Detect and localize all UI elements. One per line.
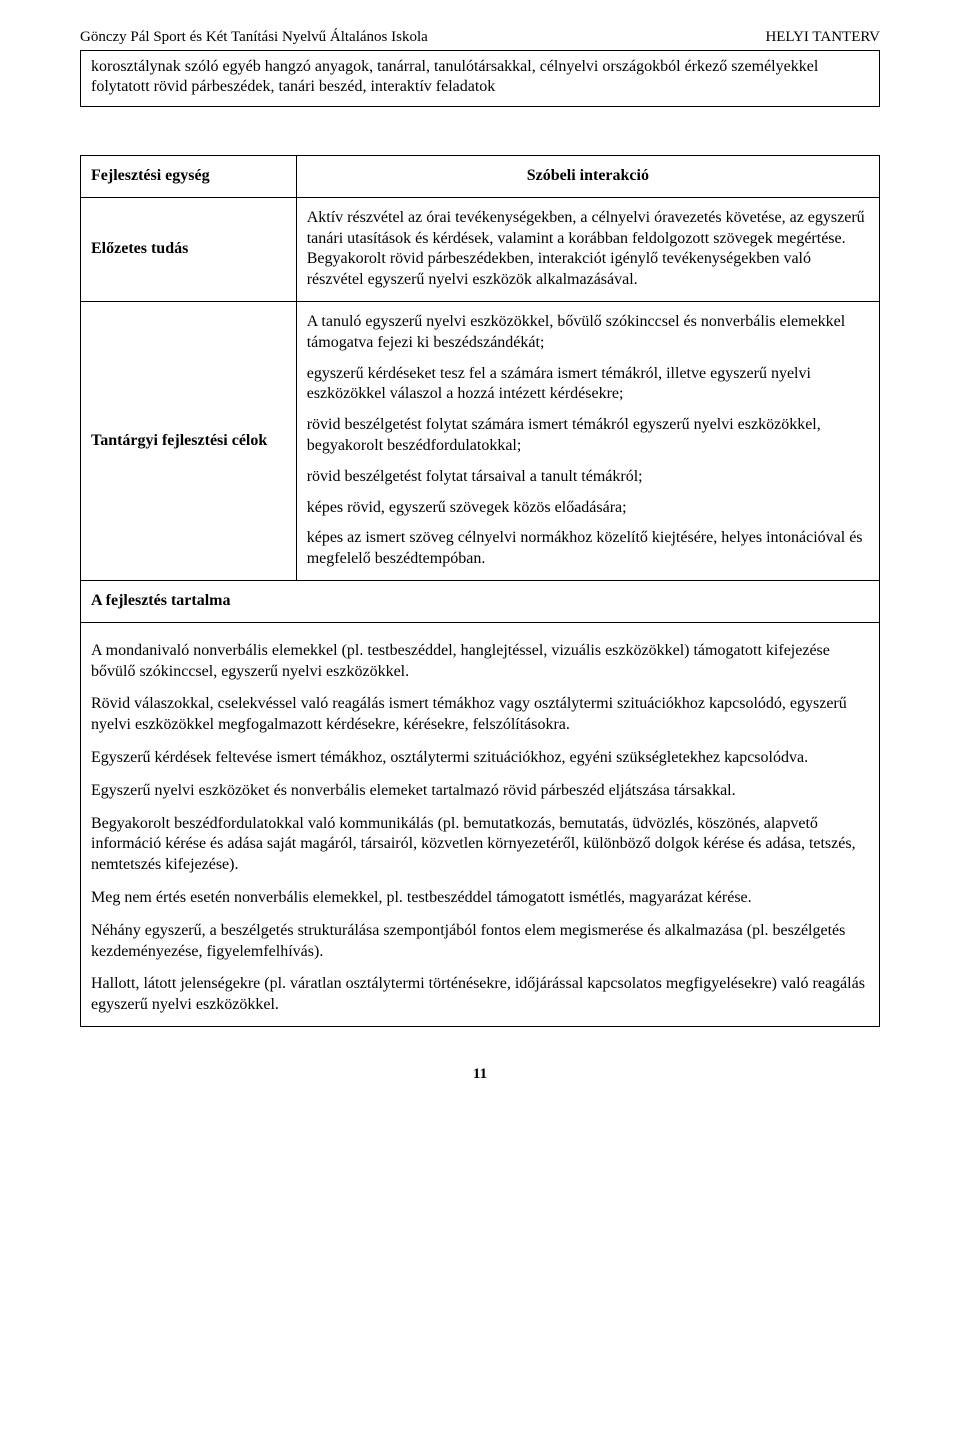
- value-unit: Szóbeli interakció: [296, 156, 879, 198]
- intro-text: korosztálynak szóló egyéb hangzó anyagok…: [91, 57, 869, 99]
- goal-p5: képes rövid, egyszerű szövegek közös elő…: [307, 498, 869, 519]
- goal-p6: képes az ismert szöveg célnyelvi normákh…: [307, 528, 869, 570]
- page-header: Gönczy Pál Sport és Két Tanítási Nyelvű …: [80, 28, 880, 48]
- goal-p3: rövid beszélgetést folytat számára ismer…: [307, 415, 869, 457]
- content-p6: Meg nem értés esetén nonverbális elemekk…: [91, 888, 869, 909]
- content-p8: Hallott, látott jelenségekre (pl. váratl…: [91, 974, 869, 1016]
- header-left: Gönczy Pál Sport és Két Tanítási Nyelvű …: [80, 28, 428, 48]
- table-row-unit: Fejlesztési egység Szóbeli interakció: [81, 156, 880, 198]
- label-prior: Előzetes tudás: [81, 197, 297, 301]
- content-p2: Rövid válaszokkal, cselekvéssel való rea…: [91, 694, 869, 736]
- label-goals: Tantárgyi fejlesztési célok: [81, 302, 297, 581]
- content-p1: A mondanivaló nonverbális elemekkel (pl.…: [91, 641, 869, 683]
- table-row-goals: Tantárgyi fejlesztési célok A tanuló egy…: [81, 302, 880, 581]
- table-row-subtitle: A fejlesztés tartalma: [81, 581, 880, 623]
- content-p4: Egyszerű nyelvi eszközöket és nonverbáli…: [91, 781, 869, 802]
- document-page: Gönczy Pál Sport és Két Tanítási Nyelvű …: [0, 0, 960, 1125]
- page-number: 11: [80, 1065, 880, 1085]
- intro-box: korosztálynak szóló egyéb hangzó anyagok…: [80, 51, 880, 108]
- content-p7: Néhány egyszerű, a beszélgetés strukturá…: [91, 921, 869, 963]
- label-unit: Fejlesztési egység: [81, 156, 297, 198]
- goal-p2: egyszerű kérdéseket tesz fel a számára i…: [307, 364, 869, 406]
- table-row-prior: Előzetes tudás Aktív részvétel az órai t…: [81, 197, 880, 301]
- section-subtitle: A fejlesztés tartalma: [81, 581, 880, 623]
- content-box: A mondanivaló nonverbális elemekkel (pl.…: [80, 623, 880, 1027]
- goal-p1: A tanuló egyszerű nyelvi eszközökkel, bő…: [307, 312, 869, 354]
- header-right: HELYI TANTERV: [765, 28, 880, 48]
- value-goals: A tanuló egyszerű nyelvi eszközökkel, bő…: [296, 302, 879, 581]
- value-prior: Aktív részvétel az órai tevékenységekben…: [296, 197, 879, 301]
- goal-p4: rövid beszélgetést folytat társaival a t…: [307, 467, 869, 488]
- content-p5: Begyakorolt beszédfordulatokkal való kom…: [91, 814, 869, 876]
- curriculum-table: Fejlesztési egység Szóbeli interakció El…: [80, 155, 880, 623]
- content-p3: Egyszerű kérdések feltevése ismert témák…: [91, 748, 869, 769]
